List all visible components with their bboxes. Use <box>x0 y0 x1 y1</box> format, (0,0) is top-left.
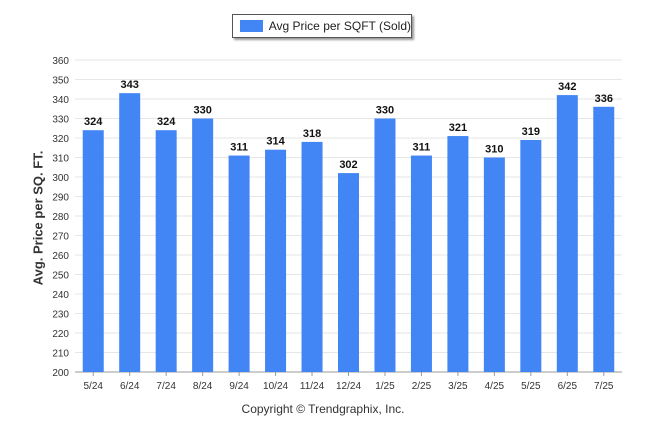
data-label: 311 <box>413 142 431 154</box>
data-label: 342 <box>558 81 576 93</box>
data-label: 321 <box>449 122 467 134</box>
y-tick-label: 230 <box>52 310 69 321</box>
x-tick-label: 11/24 <box>300 381 325 392</box>
bar <box>520 139 542 372</box>
copyright-text: Copyright © Trendgraphix, Inc. <box>241 402 405 416</box>
y-tick-label: 350 <box>52 76 69 87</box>
x-tick-label: 7/24 <box>156 381 176 392</box>
bar <box>410 155 432 372</box>
x-tick-label: 5/24 <box>83 381 103 392</box>
x-tick-label: 5/25 <box>521 381 541 392</box>
data-label: 330 <box>193 105 211 117</box>
y-tick-label: 250 <box>52 271 69 282</box>
bar <box>593 106 615 373</box>
y-tick-label: 280 <box>52 212 69 223</box>
y-tick-label: 340 <box>52 95 69 106</box>
x-tick-label: 2/25 <box>412 381 432 392</box>
y-tick-label: 330 <box>52 115 69 126</box>
data-label: 310 <box>485 144 503 156</box>
data-label: 311 <box>230 142 248 154</box>
bar <box>483 157 505 372</box>
data-label: 318 <box>303 128 321 140</box>
y-tick-label: 270 <box>52 232 69 243</box>
y-tick-label: 290 <box>52 193 69 204</box>
y-tick-label: 220 <box>52 329 69 340</box>
y-tick-label: 240 <box>52 290 69 301</box>
x-tick-label: 4/25 <box>485 381 505 392</box>
bar <box>265 149 287 372</box>
bar <box>119 93 141 373</box>
x-tick-label: 12/24 <box>336 381 361 392</box>
y-tick-label: 320 <box>52 134 69 145</box>
x-tick-label: 6/24 <box>120 381 140 392</box>
chart-legend: Avg Price per SQFT (Sold) <box>232 14 412 38</box>
data-label: 336 <box>595 93 613 105</box>
data-label: 314 <box>266 136 285 148</box>
legend-swatch <box>240 20 263 32</box>
bar <box>374 118 396 372</box>
y-tick-label: 210 <box>52 349 69 360</box>
data-label: 324 <box>157 116 176 128</box>
bar <box>447 136 469 372</box>
y-tick-label: 260 <box>52 251 69 262</box>
data-label: 330 <box>376 105 394 117</box>
bar <box>228 155 250 372</box>
x-tick-label: 3/25 <box>448 381 468 392</box>
bar <box>556 95 578 372</box>
x-tick-label: 10/24 <box>263 381 288 392</box>
x-tick-label: 1/25 <box>375 381 395 392</box>
y-tick-label: 300 <box>52 173 69 184</box>
x-tick-label: 8/24 <box>193 381 213 392</box>
data-label: 324 <box>84 116 103 128</box>
bar <box>301 141 323 372</box>
data-label: 319 <box>522 126 540 138</box>
x-tick-label: 6/25 <box>558 381 578 392</box>
data-label: 343 <box>121 79 139 91</box>
y-tick-label: 200 <box>52 368 69 379</box>
bar <box>338 173 359 372</box>
y-tick-label: 310 <box>52 154 69 165</box>
y-tick-label: 360 <box>52 56 69 67</box>
bar <box>192 118 214 372</box>
legend-label: Avg Price per SQFT (Sold) <box>268 19 411 33</box>
x-tick-label: 7/25 <box>594 381 614 392</box>
x-tick-label: 9/24 <box>229 381 249 392</box>
bar <box>155 130 177 372</box>
bar <box>82 130 104 372</box>
data-label: 302 <box>339 159 357 171</box>
